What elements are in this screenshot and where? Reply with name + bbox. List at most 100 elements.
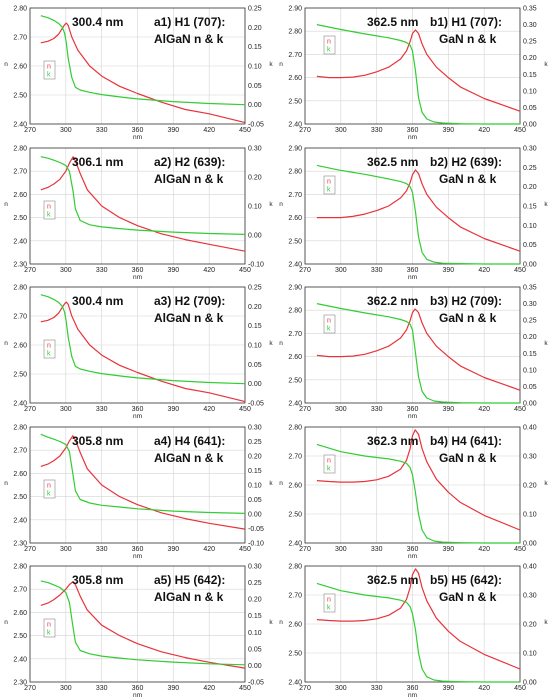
legend-k: k (47, 630, 51, 637)
x-tick-label: 330 (371, 406, 383, 413)
n-tick-label: 2.60 (288, 622, 302, 629)
legend-n: n (327, 318, 331, 325)
series-k-line (316, 583, 520, 683)
panel-title-line2: AlGaN n & k (154, 311, 224, 325)
n-tick-label: 2.60 (288, 482, 302, 489)
series-n-line (40, 434, 246, 530)
k-tick-label: 0.05 (248, 647, 262, 654)
n-tick-label: 2.30 (13, 680, 27, 687)
legend-n: n (327, 39, 331, 46)
n-tick-label: 2.60 (13, 191, 27, 198)
x-tick-label: 450 (514, 127, 526, 134)
panel-title-line2: AlGaN n & k (154, 32, 224, 46)
k-tick-label: 0.00 (248, 511, 262, 518)
n-tick-label: 2.90 (288, 6, 302, 13)
x-tick-label: 330 (96, 546, 108, 553)
n-tick-label: 2.80 (13, 145, 27, 152)
n-tick-label: 2.70 (288, 453, 302, 460)
k-tick-label: 0.35 (523, 6, 537, 13)
x-tick-label: 270 (24, 685, 36, 692)
k-tick-label: 0.20 (248, 25, 262, 32)
k-tick-label: 0.30 (248, 564, 262, 571)
x-tick-label: 270 (24, 546, 36, 553)
chart-svg-a3: 270 300 330 360 390 420 450 2.40 2.50 2.60 2.70 2.8… (4, 285, 273, 421)
x-tick-label: 390 (442, 267, 454, 274)
x-tick-label: 270 (299, 406, 311, 413)
n-tick-label: 2.40 (13, 657, 27, 664)
k-axis-label: k (544, 201, 548, 208)
n-tick-label: 2.30 (13, 261, 27, 268)
k-tick-label: 0.30 (523, 593, 537, 600)
legend-n: n (47, 343, 51, 350)
n-tick-label: 2.80 (288, 424, 302, 431)
panel-title-line1: b2) H2 (639): (430, 155, 502, 169)
panel-title-line2: GaN n & k (439, 32, 497, 46)
k-tick-label: 0.10 (523, 222, 537, 229)
k-tick-label: 0.15 (248, 44, 262, 51)
x-tick-label: 420 (478, 685, 490, 692)
x-tick-label: 450 (239, 546, 251, 553)
k-tick-label: 0.00 (523, 261, 537, 268)
k-tick-label: 0.15 (523, 72, 537, 79)
x-tick-label: 270 (299, 685, 311, 692)
peak-label: 305.8 nm (72, 434, 123, 448)
x-tick-label: 270 (24, 127, 36, 134)
k-axis-label: k (269, 619, 273, 626)
n-tick-label: 2.40 (13, 238, 27, 245)
legend-box (323, 594, 336, 613)
k-tick-label: -0.05 (248, 122, 264, 129)
n-axis-label: n (279, 201, 283, 208)
peak-label: 306.1 nm (72, 155, 123, 169)
x-tick-label: 330 (371, 127, 383, 134)
k-tick-label: 0.00 (248, 663, 262, 670)
x-tick-label: 330 (96, 685, 108, 692)
n-tick-label: 2.40 (13, 122, 27, 129)
k-tick-label: 0.25 (523, 39, 537, 46)
k-tick-label: 0.30 (523, 453, 537, 460)
chart-panel-b1: 270 300 330 360 390 420 450 2.40 2.50 2.60 2.70 2.8… (275, 0, 550, 142)
n-tick-label: 2.70 (288, 593, 302, 600)
legend-n: n (47, 203, 51, 210)
series-k-line (316, 24, 520, 125)
k-tick-label: 0.25 (523, 318, 537, 325)
legend-n: n (47, 64, 51, 71)
plot-frame (29, 147, 246, 264)
k-tick-label: 0.15 (248, 468, 262, 475)
chart-svg-b3: 270 300 330 360 390 420 450 2.40 2.50 2.60 2.70 2.8… (279, 285, 548, 421)
panel-title-line1: a4) H4 (641): (154, 434, 225, 448)
k-tick-label: 0.20 (248, 304, 262, 311)
legend-k: k (327, 47, 331, 54)
series-k-line (40, 155, 246, 235)
x-tick-label: 390 (167, 267, 179, 274)
n-tick-label: 2.50 (13, 372, 27, 379)
legend-k: k (47, 351, 51, 358)
plot-frame (29, 7, 246, 125)
k-tick-label: -0.10 (248, 261, 264, 268)
n-tick-label: 2.80 (13, 285, 27, 292)
panel-title-line2: AlGaN n & k (154, 172, 224, 186)
legend-box (43, 339, 56, 359)
x-axis-label: nm (408, 134, 417, 141)
n-tick-label: 2.50 (288, 511, 302, 518)
k-tick-label: 0.20 (248, 174, 262, 181)
series-k-line (40, 580, 246, 666)
x-tick-label: 300 (335, 127, 347, 134)
k-axis-label: k (544, 61, 548, 68)
chart-svg-a1: 270 300 330 360 390 420 450 2.40 2.50 2.60 2.70 2.8… (4, 6, 273, 142)
legend-n: n (327, 457, 331, 464)
chart-svg-a4: 270 300 330 360 390 420 450 2.30 2.40 2.50 2.60 2.7… (4, 424, 273, 560)
peak-label: 362.3 nm (367, 434, 418, 448)
x-tick-label: 450 (514, 546, 526, 553)
k-tick-label: 0.30 (523, 145, 537, 152)
chart-panel-b2: 270 300 330 360 390 420 450 2.40 2.50 2.60 2.70 2.8… (275, 140, 550, 281)
series-k-line (316, 443, 520, 544)
series-k-line (316, 303, 520, 404)
n-axis-label: n (279, 340, 283, 347)
k-tick-label: 0.15 (248, 614, 262, 621)
x-tick-label: 390 (167, 127, 179, 134)
chart-panel-a4: 270 300 330 360 390 420 450 2.30 2.40 2.50 2.60 2.7… (0, 419, 275, 560)
k-tick-label: 0.10 (248, 64, 262, 71)
n-axis-label: n (4, 61, 8, 68)
chart-svg-a2: 270 300 330 360 390 420 450 2.30 2.40 2.50 2.60 2.7… (4, 145, 273, 281)
legend-k: k (327, 326, 331, 333)
